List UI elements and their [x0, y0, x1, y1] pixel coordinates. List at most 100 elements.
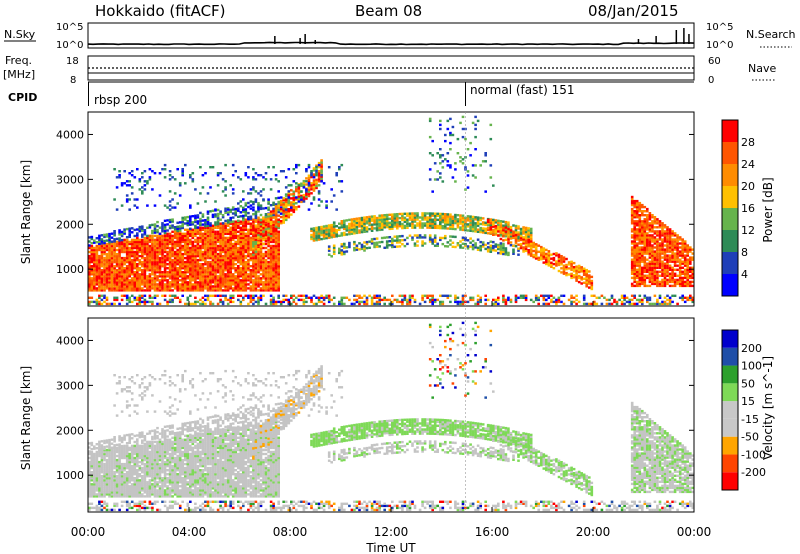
power-cell [550, 261, 553, 264]
power-cell [257, 243, 260, 247]
power-cell [497, 247, 500, 251]
power-cell [189, 277, 192, 280]
power-cell [120, 273, 124, 276]
power-cell [226, 240, 230, 244]
power-cell [353, 219, 356, 223]
power-cell [151, 267, 154, 270]
power-cell [196, 226, 200, 229]
power-cell [552, 267, 556, 270]
power-cell [209, 234, 212, 238]
power-cell [656, 272, 659, 275]
power-cell [239, 248, 243, 252]
power-cell [98, 281, 101, 284]
power-cell [630, 234, 634, 237]
power-cell [113, 258, 116, 262]
power-cell [274, 254, 278, 258]
power-cell [630, 258, 634, 261]
power-cell [449, 294, 452, 297]
power-cell [517, 233, 520, 236]
power-cell [171, 244, 174, 248]
power-cell [295, 208, 298, 211]
power-cell [375, 224, 379, 228]
power-cell [262, 242, 265, 246]
power-cell [173, 244, 177, 248]
power-cell [189, 238, 192, 242]
power-cell [264, 227, 268, 231]
power-cell [191, 254, 195, 258]
power-cell [310, 186, 313, 189]
power-cell [290, 197, 293, 200]
power-cell [113, 246, 116, 250]
power-cell [168, 240, 172, 244]
power-cell [226, 236, 230, 240]
power-cell [565, 273, 568, 277]
power-cell [567, 298, 571, 302]
power-cell [252, 279, 255, 282]
power-cell [151, 273, 154, 276]
power-cell [545, 294, 548, 297]
power-cell [504, 249, 508, 252]
power-cell [176, 254, 179, 258]
power-cell [141, 277, 144, 280]
power-cell [247, 201, 250, 205]
power-cell [484, 223, 487, 226]
power-cell [143, 298, 147, 302]
power-cell [191, 287, 195, 290]
power-cell [239, 240, 243, 244]
power-cell [542, 294, 546, 297]
power-cell [327, 296, 331, 299]
power-cell [375, 296, 379, 299]
power-cell [163, 219, 167, 222]
power-cell [100, 254, 104, 258]
power-cell [327, 234, 331, 237]
power-cell [247, 296, 250, 299]
power-cell [178, 252, 182, 256]
power-cell [231, 275, 235, 278]
power-cell [214, 260, 217, 264]
power-cell [524, 236, 528, 240]
power-cell [252, 302, 255, 306]
power-cell [264, 260, 268, 264]
power-cell [226, 273, 230, 276]
power-cell [237, 271, 240, 274]
power-cell [550, 265, 553, 268]
power-cell [219, 263, 222, 266]
power-cell [310, 235, 313, 239]
power-cell [305, 300, 308, 304]
power-cell [146, 240, 149, 244]
power-cell [234, 234, 237, 238]
power-cell [635, 236, 639, 239]
power-cell [130, 254, 134, 258]
power-cell [141, 250, 144, 254]
power-cell [411, 224, 414, 227]
power-cell [532, 249, 535, 253]
power-cell [231, 206, 235, 209]
power-cell [221, 302, 225, 306]
power-cell [661, 300, 664, 304]
power-cell [416, 224, 419, 227]
power-cell [643, 244, 647, 247]
power-cell [671, 256, 674, 259]
power-cell [189, 252, 192, 256]
power-cell [176, 287, 179, 290]
power-cell [257, 271, 260, 274]
power-cell [110, 236, 114, 239]
power-cell [178, 221, 182, 224]
power-cell [237, 298, 240, 302]
power-cell [206, 265, 210, 268]
power-cell [234, 287, 237, 290]
power-cell [166, 300, 169, 304]
power-cell [216, 252, 220, 256]
power-cell [418, 302, 422, 306]
power-cell [267, 260, 270, 264]
power-cell [274, 271, 278, 274]
power-cell [214, 285, 217, 288]
power-cell [646, 210, 649, 213]
power-cell [204, 248, 207, 252]
power-cell [287, 191, 291, 195]
power-cell [267, 285, 270, 288]
power-cell [317, 296, 321, 299]
power-cell [375, 216, 379, 220]
power-cell [120, 242, 124, 246]
power-cell [171, 289, 174, 292]
